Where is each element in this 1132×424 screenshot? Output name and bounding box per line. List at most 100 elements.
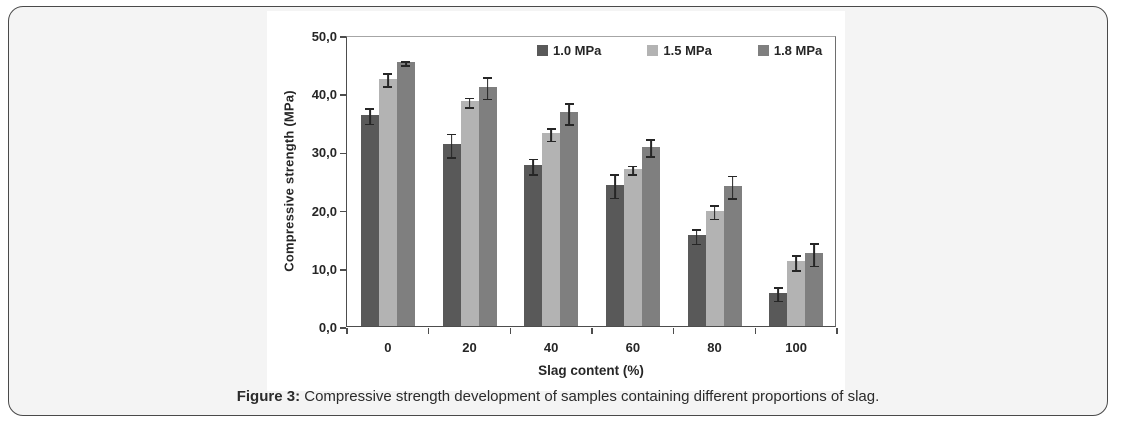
error-bar-cap-top	[628, 165, 638, 168]
bar	[542, 133, 561, 326]
x-tick	[591, 328, 593, 334]
y-tick-label: 50,0	[311, 29, 337, 44]
x-category-label: 0	[384, 340, 392, 355]
error-bar	[365, 108, 375, 126]
bar	[805, 253, 824, 326]
error-bar-cap-bottom	[447, 157, 456, 160]
error-bar-line	[368, 108, 371, 126]
error-bar-cap-top	[383, 73, 393, 75]
error-bar-cap-top	[447, 133, 456, 136]
error-bar-cap-top	[692, 229, 701, 231]
error-bar	[791, 255, 801, 272]
error-bar-cap-top	[465, 97, 474, 100]
legend-label: 1.8 MPa	[773, 43, 823, 58]
error-bar-line	[550, 128, 553, 143]
error-bar-line	[468, 97, 471, 110]
error-bar-line	[486, 77, 489, 101]
y-axis-title: Compressive strength (MPa)	[281, 90, 297, 272]
error-bar-cap-top	[564, 102, 574, 105]
error-bar-cap-top	[646, 139, 656, 142]
x-tick	[427, 328, 430, 334]
error-bar-cap-bottom	[809, 265, 819, 268]
error-bar	[728, 175, 737, 200]
legend-swatch	[757, 45, 769, 56]
chart-legend: 1.0 MPa 1.5 MPa 1.8 MPa	[537, 43, 822, 58]
x-tick	[754, 328, 757, 334]
error-bar-line	[631, 165, 634, 177]
error-bar	[383, 73, 393, 89]
bar	[705, 210, 724, 326]
error-bar	[465, 97, 474, 110]
y-tick	[340, 327, 346, 329]
error-bar	[447, 133, 456, 160]
error-bar-line	[695, 229, 698, 246]
error-bar-cap-bottom	[546, 140, 556, 143]
bar	[787, 261, 806, 326]
error-bar-cap-bottom	[483, 98, 492, 101]
error-bar-cap-bottom	[728, 198, 737, 200]
error-bar-cap-bottom	[628, 174, 638, 177]
bar	[396, 62, 415, 326]
error-bar-cap-top	[528, 158, 538, 161]
error-bar-cap-bottom	[791, 269, 801, 272]
y-tick-label: 0,0	[318, 320, 337, 335]
error-bar	[483, 77, 492, 101]
y-tick	[340, 269, 346, 271]
y-tick	[340, 94, 346, 96]
error-bar-cap-bottom	[710, 218, 719, 221]
x-tick	[509, 328, 512, 334]
legend-swatch	[537, 45, 548, 56]
error-bar-cap-top	[401, 61, 411, 64]
bar	[360, 114, 379, 326]
error-bar-line	[404, 61, 407, 68]
error-bar-cap-top	[610, 173, 620, 176]
error-bar	[646, 139, 656, 159]
error-bar	[809, 243, 819, 268]
error-bar-cap-top	[365, 108, 375, 110]
x-category-label: 80	[707, 340, 722, 355]
error-bar-cap-bottom	[773, 300, 783, 303]
error-bar-cap-bottom	[646, 156, 656, 159]
error-bar-line	[649, 139, 652, 159]
x-category-label: 20	[462, 340, 477, 355]
figure-caption-label: Figure 3:	[236, 388, 301, 405]
bar	[723, 185, 742, 326]
legend-item: 1.5 MPa	[647, 43, 712, 58]
error-bar-cap-top	[483, 77, 492, 79]
bar	[641, 146, 660, 326]
error-bar-cap-top	[546, 128, 556, 131]
x-tick	[672, 328, 675, 334]
error-bar-cap-bottom	[610, 197, 620, 200]
bar	[478, 86, 497, 326]
x-category-label: 100	[785, 340, 807, 355]
legend-swatch	[647, 45, 659, 56]
bar	[460, 101, 479, 326]
legend-item: 1.0 MPa	[537, 43, 601, 58]
legend-label: 1.0 MPa	[553, 43, 602, 58]
bar	[560, 112, 579, 326]
error-bar	[401, 61, 411, 68]
bar	[605, 184, 624, 326]
bar	[687, 235, 706, 326]
error-bar-cap-bottom	[692, 243, 701, 246]
error-bar-line	[613, 173, 616, 200]
error-bar-cap-top	[809, 243, 819, 245]
figure-card: Compressive strength (MPa) 1.0 MPa 1.5 MP…	[8, 6, 1108, 416]
y-tick-label: 20,0	[311, 203, 337, 219]
error-bar-cap-top	[791, 255, 801, 258]
figure-caption-text: Compressive strength development of samp…	[300, 388, 880, 405]
y-tick-label: 10,0	[311, 261, 337, 277]
y-tick	[340, 152, 346, 155]
legend-label: 1.5 MPa	[663, 43, 712, 58]
bar	[524, 165, 543, 326]
plot-area: 1.0 MPa 1.5 MPa 1.8 MPa 0,0 10,0 20,0 30,0 40,…	[312, 29, 838, 355]
figure-caption: Figure 3: Compressive strength developme…	[9, 388, 1107, 405]
error-bar-line	[450, 133, 453, 160]
error-bar-cap-bottom	[528, 174, 538, 177]
y-tick-label: 30,0	[311, 145, 337, 161]
error-bar	[564, 102, 574, 127]
error-bar-line	[795, 255, 798, 272]
x-category-label: 40	[543, 340, 559, 355]
y-tick-label: 40,0	[311, 87, 337, 103]
bar-chart: Compressive strength (MPa) 1.0 MPa 1.5 MP…	[267, 11, 845, 391]
